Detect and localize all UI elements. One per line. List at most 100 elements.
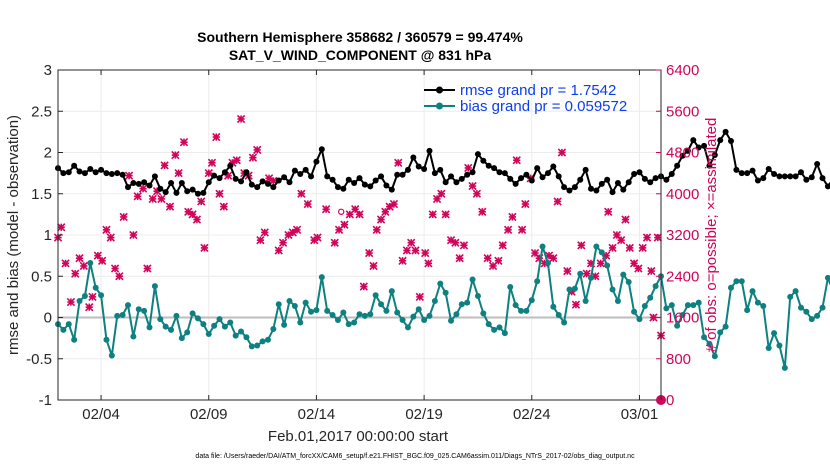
rmse-point (588, 185, 595, 192)
bias-point (178, 335, 185, 342)
rmse-point (555, 173, 562, 180)
obs-assimilated-point (649, 313, 658, 322)
obs-assimilated-point (376, 215, 386, 224)
rmse-point (205, 179, 212, 186)
y-left-tick-label: 2.5 (31, 103, 52, 120)
bias-point (243, 334, 250, 341)
rmse-point (426, 147, 433, 154)
rmse-point (733, 166, 740, 173)
obs-assimilated-point (200, 243, 209, 253)
bias-point (141, 307, 148, 314)
obs-possible-point (337, 208, 345, 215)
rmse-point (71, 162, 78, 169)
obs-assimilated-point (160, 161, 169, 170)
bias-point (124, 302, 131, 309)
rmse-point (544, 170, 551, 177)
bias-point (803, 308, 810, 315)
rmse-point (722, 128, 729, 135)
rmse-point (340, 185, 347, 192)
rmse-point (60, 170, 67, 177)
obs-assimilated-point (468, 181, 477, 191)
bias-point (399, 316, 406, 323)
bias-point (302, 299, 309, 306)
bias-point (415, 306, 422, 313)
bias-point (733, 278, 740, 285)
bias-point (641, 302, 648, 309)
bias-point (119, 312, 126, 319)
obs-assimilated-point (93, 251, 103, 260)
obs-assimilated-point (61, 259, 70, 268)
obs-assimilated-point (359, 282, 368, 291)
bias-point (706, 340, 713, 347)
rmse-point (620, 186, 627, 193)
bias-point (361, 312, 368, 319)
bias-point (92, 284, 99, 291)
rmse-point (114, 170, 121, 177)
obs-assimilated-point (596, 259, 605, 268)
bias-point (561, 319, 568, 326)
obs-assimilated-point (642, 233, 652, 242)
obs-assimilated-point (369, 261, 378, 271)
bias-point (631, 308, 638, 315)
obs-assimilated-point (355, 210, 364, 219)
legend-bias-label: bias grand pr = 0.059572 (460, 98, 627, 115)
rmse-point (130, 180, 137, 187)
bias-point (98, 292, 105, 299)
obs-assimilated-point (297, 189, 306, 198)
bias-point (238, 328, 245, 335)
rmse-point (87, 166, 94, 172)
obs-assimilated-point (512, 156, 521, 165)
bias-point (507, 283, 514, 290)
obs-assimilated-point (372, 225, 381, 235)
y-right-tick-label: 800 (666, 351, 691, 368)
obs-assimilated-point (148, 194, 157, 204)
rmse-point (345, 176, 352, 183)
rmse-point (437, 166, 444, 173)
rmse-point (308, 173, 315, 180)
obs-assimilated-point (437, 189, 446, 198)
obs-assimilated-point (389, 199, 399, 209)
rmse-point (243, 169, 250, 176)
obs-assimilated-point (157, 194, 166, 204)
x-tick-label: 03/01 (621, 406, 659, 423)
bias-point (157, 316, 164, 323)
bias-point (765, 345, 772, 352)
obs-assimilated-point (115, 272, 124, 281)
rmse-point (491, 165, 498, 172)
rmse-point (442, 179, 449, 186)
bias-point (76, 298, 83, 304)
legend-bias-marker (436, 102, 443, 110)
rmse-point (378, 173, 385, 180)
obs-assimilated-point (71, 269, 80, 278)
rmse-point (448, 173, 455, 180)
y-left-tick-label: -1 (39, 392, 52, 409)
rmse-point (119, 171, 126, 178)
y-right-tick-label: 2400 (666, 268, 699, 285)
rmse-point (415, 163, 422, 170)
obs-assimilated-point (494, 256, 503, 265)
rmse-point (765, 166, 772, 172)
bias-point (308, 308, 315, 315)
bias-point (771, 330, 778, 337)
y-left-tick-label: 0.5 (31, 268, 52, 285)
rmse-point (318, 146, 325, 153)
obs-assimilated-point (102, 225, 111, 235)
bias-point (71, 336, 78, 343)
obs-assimilated-point (236, 114, 246, 124)
rmse-point (652, 175, 659, 182)
y-axis-left: -1 -0.5 0 0.5 1 1.5 2 2.5 3 (26, 62, 63, 409)
bias-point (690, 302, 697, 309)
y-left-tick-label: 1.5 (31, 186, 52, 203)
bias-point (437, 280, 444, 287)
rmse-point (194, 190, 201, 197)
bias-point (588, 274, 595, 281)
bias-point (636, 316, 643, 323)
obs-assimilated-point (381, 207, 390, 216)
obs-assimilated-point (394, 158, 403, 167)
y-left-tick-label: -0.5 (26, 351, 52, 368)
bias-point (448, 317, 455, 324)
bias-point (259, 338, 266, 345)
rmse-point (819, 175, 826, 182)
obs-assimilated-point (219, 202, 228, 211)
